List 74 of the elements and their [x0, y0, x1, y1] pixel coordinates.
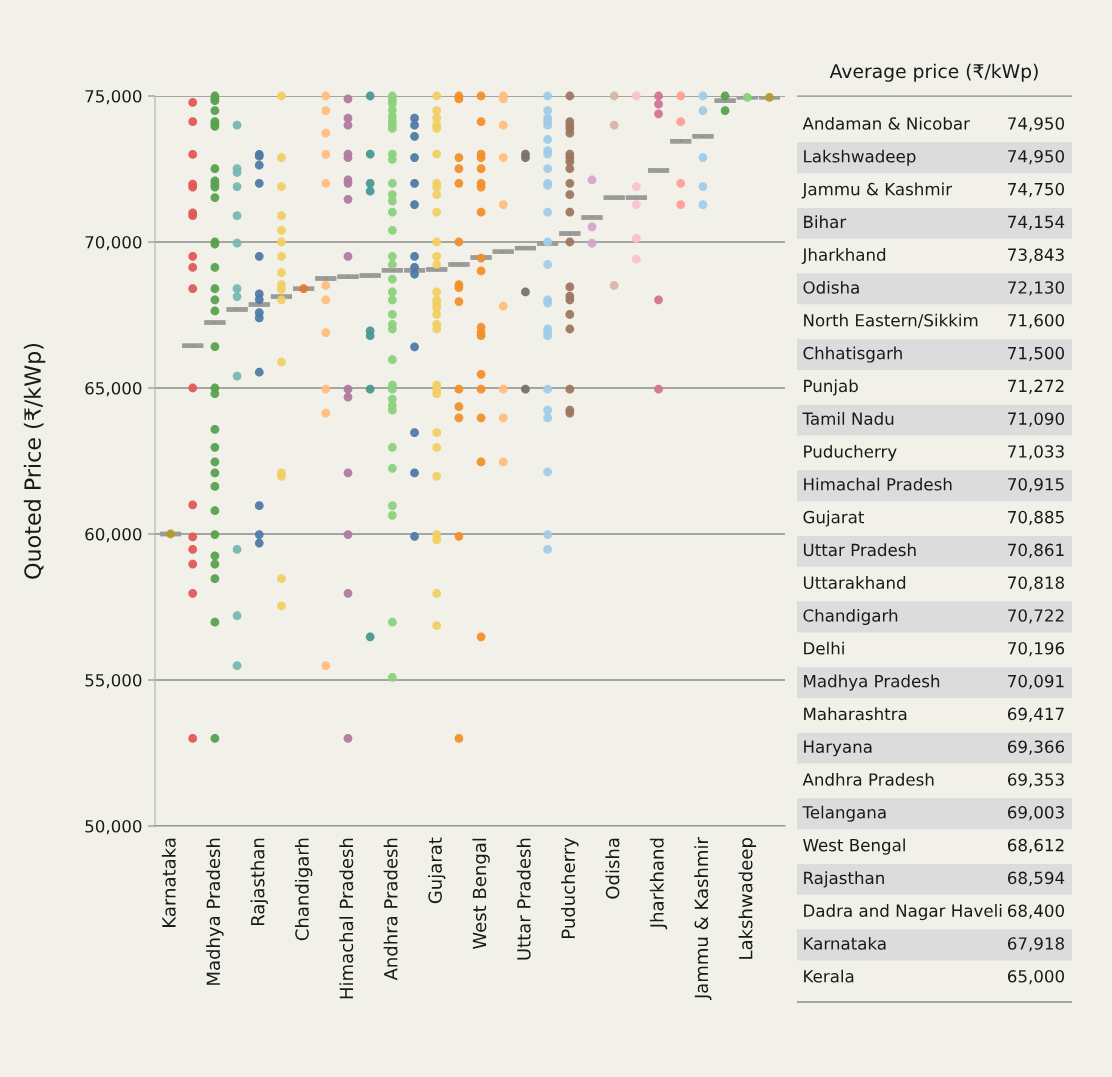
category-label: Punjab	[804, 379, 858, 396]
text: 69,003	[1007, 806, 1064, 821]
text: 70,722	[1008, 609, 1064, 624]
x-tick-label: Uttar Pradesh	[516, 838, 531, 960]
category-label: Chhatisgarh	[803, 346, 902, 363]
text: 71,090	[1008, 412, 1065, 427]
y-tick-label: 60,000	[85, 527, 142, 543]
text: 70,818	[1008, 576, 1064, 591]
category-label: Lakshwadeep	[804, 149, 916, 166]
text: 71,600	[1008, 313, 1065, 329]
y-tick-label: 65,000	[85, 381, 142, 397]
x-tick-label: Jammu & Kashmir	[694, 837, 712, 1001]
category-label: Himachal Pradesh	[804, 477, 952, 491]
text: 74,750	[1008, 182, 1065, 198]
text: 74,950	[1008, 117, 1065, 132]
y-tick-label: 50,000	[85, 819, 142, 835]
x-tick-label: Odisha	[605, 838, 620, 899]
category-label: Jammu & Kashmir	[801, 182, 953, 199]
category-label: Jharkhand	[801, 248, 886, 265]
category-label: Uttar Pradesh	[803, 543, 916, 557]
category-label: Maharashtra	[804, 707, 907, 721]
text: 69,417	[1007, 707, 1064, 722]
x-tick-label: Andhra Pradesh	[383, 838, 398, 981]
x-tick-label: Lakshwadeep	[738, 838, 757, 959]
text: 74,154	[1008, 215, 1065, 230]
text: 69,366	[1007, 740, 1065, 755]
text: 70,885	[1008, 510, 1064, 526]
category-label: North Eastern/Sikkim	[804, 313, 978, 328]
category-label: Chandigarh	[803, 608, 898, 626]
text: 74,950	[1008, 149, 1065, 165]
category-label: Delhi	[804, 641, 844, 655]
text: 70,196	[1008, 641, 1065, 657]
text: 71,272	[1008, 379, 1064, 394]
category-label: Uttarakhand	[803, 576, 906, 589]
text: 71,500	[1008, 346, 1065, 362]
text: 70,915	[1008, 477, 1064, 493]
category-label: Tamil Nadu	[802, 412, 894, 425]
text: 68,612	[1007, 838, 1064, 854]
text: 70,861	[1008, 543, 1064, 558]
x-tick-label: Gujarat	[427, 837, 446, 904]
category-label: Kerala	[804, 969, 854, 983]
category-label: Telangana	[802, 805, 886, 822]
text: 72,130	[1008, 281, 1065, 296]
x-tick-label: Jharkhand	[649, 838, 668, 930]
category-label: Haryana	[804, 740, 872, 757]
category-label: Puducherry	[804, 444, 897, 462]
text: Average price (₹/kWp)	[829, 63, 1038, 82]
x-tick-label: Himachal Pradesh	[339, 838, 354, 999]
category-label: Gujarat	[803, 510, 865, 527]
category-label: Madhya Pradesh	[804, 674, 940, 691]
category-label: Andaman & Nicobar	[802, 116, 970, 130]
x-tick-label: Chandigarh	[294, 838, 313, 941]
y-tick-label: 55,000	[85, 673, 142, 689]
y-axis-title: Quoted Price (₹/kWp)	[23, 343, 46, 579]
x-tick-label: Rajasthan	[250, 838, 268, 926]
x-tick-label: Puducherry	[561, 837, 579, 938]
x-tick-label: West Bengal	[472, 838, 490, 950]
text: 73,843	[1008, 248, 1064, 263]
text: 67,918	[1007, 937, 1064, 952]
text: 71,033	[1008, 445, 1064, 460]
y-tick-label: 75,000	[85, 89, 142, 105]
text: 68,594	[1007, 871, 1065, 886]
text: 69,353	[1007, 773, 1064, 788]
text: 70,091	[1008, 674, 1064, 690]
category-label: Odisha	[803, 280, 859, 294]
x-tick-label: Madhya Pradesh	[206, 838, 224, 985]
text: 65,000	[1007, 970, 1065, 985]
category-label: Dadra and Nagar Haveli	[804, 904, 1002, 921]
y-tick-label: 70,000	[85, 235, 142, 251]
category-label: Karnataka	[804, 936, 886, 950]
text: 68,400	[1007, 904, 1065, 919]
x-tick-label: Karnataka	[161, 838, 176, 927]
category-label: Bihar	[804, 215, 847, 229]
category-label: Andhra Pradesh	[802, 772, 934, 786]
